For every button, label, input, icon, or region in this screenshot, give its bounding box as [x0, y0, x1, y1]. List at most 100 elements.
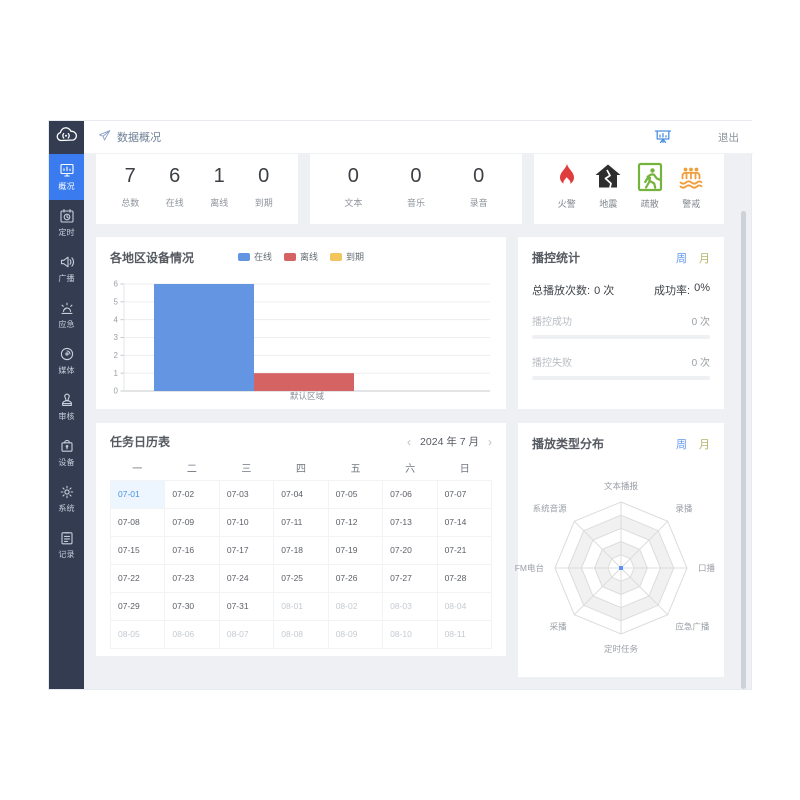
sidebar-item[interactable]: 记录	[49, 522, 84, 568]
calendar-day-cell[interactable]: 08-07	[219, 621, 275, 649]
calendar-day-cell[interactable]: 08-06	[165, 621, 220, 649]
scrollbar-thumb[interactable]	[741, 211, 746, 689]
calendar-day-cell[interactable]: 07-29	[111, 593, 166, 621]
emergency-label: 地震	[599, 199, 618, 209]
stat-item: 6 在线	[166, 165, 184, 209]
sidebar-item[interactable]: 设备	[49, 430, 84, 476]
calendar-day-cell[interactable]: 07-25	[274, 565, 329, 593]
sidebar-item[interactable]: 概况	[49, 154, 84, 200]
calendar-day-cell[interactable]: 07-26	[328, 565, 384, 593]
stat-value: 0	[347, 165, 359, 187]
calendar-day-cell[interactable]: 07-08	[111, 509, 166, 537]
day-label: 08-05	[118, 629, 140, 639]
calendar-day-cell[interactable]: 07-05	[328, 481, 384, 509]
calendar-day-cell[interactable]: 07-09	[165, 509, 220, 537]
calendar-day-cell[interactable]: 08-01	[274, 593, 329, 621]
calendar-day-cell[interactable]: 07-17	[219, 537, 275, 565]
sidebar-item-label: 概况	[58, 181, 75, 191]
earthquake-icon	[592, 161, 624, 193]
logout-button[interactable]: 退出	[718, 131, 739, 144]
legend-item[interactable]: 到期	[330, 250, 364, 263]
next-month-button[interactable]: ›	[488, 434, 492, 449]
calendar-day-cell[interactable]: 07-12	[328, 509, 384, 537]
sidebar: 概况 定时 广播 应急 媒体 审核	[49, 121, 84, 689]
calendar-day-cell[interactable]: 08-02	[328, 593, 384, 621]
calendar-day-cell[interactable]: 07-20	[383, 537, 438, 565]
calendar-day-cell[interactable]: 07-30	[165, 593, 220, 621]
period-tab[interactable]: 周	[676, 252, 687, 265]
day-label: 07-13	[390, 517, 412, 527]
review-icon	[59, 392, 75, 408]
period-tab[interactable]: 月	[699, 252, 710, 265]
day-label: 07-28	[444, 573, 467, 583]
stat-item: 0 录音	[470, 165, 488, 209]
calendar-day-cell[interactable]: 07-03	[219, 481, 275, 509]
calendar-day-cell[interactable]: 07-14	[437, 509, 492, 537]
calendar-day-cell[interactable]: 08-10	[383, 621, 438, 649]
emergency-shortcut[interactable]: 警戒	[675, 161, 707, 210]
overview-icon	[59, 162, 75, 178]
calendar-day-cell[interactable]: 08-11	[437, 621, 492, 649]
sidebar-item[interactable]: 定时	[49, 200, 84, 246]
calendar-day-cell[interactable]: 07-02	[165, 481, 220, 509]
emergency-shortcut[interactable]: 疏散	[634, 161, 666, 210]
svg-text:应急广播: 应急广播	[675, 621, 710, 631]
calendar-day-cell[interactable]: 07-16	[165, 537, 220, 565]
calendar-day-cell[interactable]: 07-07	[437, 481, 492, 509]
sidebar-item[interactable]: 媒体	[49, 338, 84, 384]
calendar-day-cell[interactable]: 07-22	[111, 565, 166, 593]
weekday-label: 一	[132, 464, 143, 475]
calendar-day-cell[interactable]: 07-28	[437, 565, 492, 593]
emergency-shortcut[interactable]: 地震	[592, 161, 624, 210]
calendar-day-cell[interactable]: 07-04	[274, 481, 329, 509]
emergency-icon	[59, 300, 75, 316]
weekday-label: 三	[241, 464, 252, 475]
sidebar-item[interactable]: 审核	[49, 384, 84, 430]
calendar-day-cell[interactable]: 07-15	[111, 537, 166, 565]
svg-text:默认区域: 默认区域	[290, 391, 325, 401]
day-label: 07-31	[226, 601, 249, 611]
calendar-day-cell[interactable]: 07-10	[219, 509, 275, 537]
calendar-day-cell[interactable]: 07-27	[383, 565, 438, 593]
dashboard-screen-icon[interactable]	[654, 129, 672, 145]
playback-type-panel: 播放类型分布 周月 文本播报 录播 口播 应急广播 定时任务 采播 FM电台 系统音源	[515, 423, 724, 677]
svg-text:口播: 口播	[698, 563, 716, 573]
day-label: 07-14	[444, 517, 467, 527]
calendar-day-cell[interactable]: 07-13	[383, 509, 438, 537]
day-label: 07-12	[335, 517, 358, 527]
period-tab[interactable]: 周	[676, 438, 687, 451]
sidebar-item[interactable]: 系统	[49, 476, 84, 522]
chart-legend: 在线 离线 到期	[110, 250, 492, 263]
calendar-day-cell[interactable]: 08-05	[111, 621, 166, 649]
calendar-day-cell[interactable]: 08-03	[383, 593, 438, 621]
legend-item[interactable]: 离线	[283, 250, 318, 263]
calendar-day-cell[interactable]: 07-31	[219, 593, 275, 621]
stat-item: 0 文本	[344, 165, 362, 209]
region-device-panel: 各地区设备情况 在线 离线 到期 0 1 2 3 4 5 6 默认区域	[96, 237, 506, 409]
calendar-day-cell[interactable]: 07-24	[219, 565, 275, 593]
sidebar-item-label: 审核	[58, 411, 75, 421]
stat-item: 0 到期	[255, 165, 273, 209]
total-plays-label: 总播放次数:	[532, 285, 591, 297]
legend-item[interactable]: 在线	[237, 250, 272, 263]
calendar-day-cell[interactable]: 08-09	[328, 621, 384, 649]
device-stats-card: 7 总数 6 在线 1 离线 0 到期	[96, 154, 298, 224]
day-label: 07-09	[172, 517, 195, 527]
device-icon	[59, 438, 75, 454]
calendar-day-cell[interactable]: 07-06	[383, 481, 438, 509]
period-tab[interactable]: 月	[699, 438, 710, 451]
calendar-day-cell[interactable]: 07-23	[165, 565, 220, 593]
calendar-day-cell[interactable]: 07-19	[328, 537, 384, 565]
calendar-day-cell[interactable]: 07-01	[111, 481, 166, 509]
calendar-day-cell[interactable]: 08-08	[274, 621, 329, 649]
sidebar-item[interactable]: 广播	[49, 246, 84, 292]
stat-label: 离线	[210, 198, 229, 208]
calendar-day-cell[interactable]: 07-11	[274, 509, 329, 537]
prev-month-button[interactable]: ‹	[407, 434, 412, 449]
calendar-day-cell[interactable]: 08-04	[437, 593, 492, 621]
panel-title: 任务日历表	[110, 435, 171, 449]
calendar-day-cell[interactable]: 07-18	[274, 537, 329, 565]
calendar-day-cell[interactable]: 07-21	[437, 537, 492, 565]
sidebar-item[interactable]: 应急	[49, 292, 84, 338]
emergency-shortcut[interactable]: 火警	[551, 161, 583, 210]
